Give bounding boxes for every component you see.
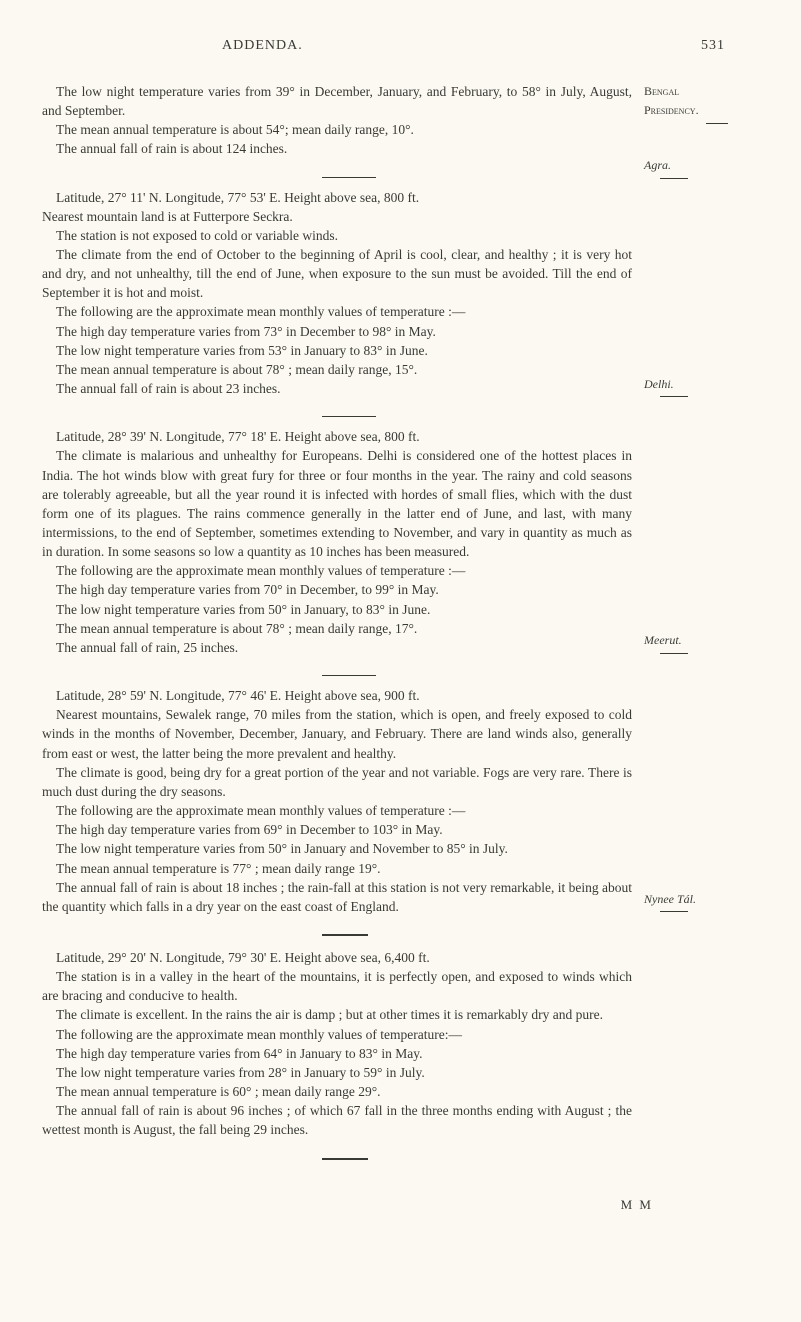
margin-label-bengal: Bengal [644, 84, 753, 100]
p: The mean annual temperature is about 78°… [42, 360, 632, 379]
p: The climate from the end of October to t… [42, 245, 632, 302]
section-delhi: Latitude, 28° 39' N. Longitude, 77° 18' … [42, 427, 632, 657]
section-nynee: Latitude, 29° 20' N. Longitude, 79° 30' … [42, 948, 632, 1140]
section-divider [322, 177, 376, 178]
margin-label-delhi: Delhi. [644, 377, 753, 393]
p: Latitude, 28° 39' N. Longitude, 77° 18' … [42, 427, 632, 446]
margin-label-presidency: Presidency. [644, 103, 753, 119]
p: The following are the approximate mean m… [42, 561, 632, 580]
p: The high day temperature varies from 73°… [42, 322, 632, 341]
p: The low night temperature varies from 50… [42, 600, 632, 619]
p: The low night temperature varies from 50… [42, 839, 632, 858]
p: Nearest mountains, Sewalek range, 70 mil… [42, 705, 632, 762]
section-bengal: The low night temperature varies from 39… [42, 82, 632, 159]
p: The station is in a valley in the heart … [42, 967, 632, 1005]
p: The low night temperature varies from 39… [42, 82, 632, 120]
p: The mean annual temperature is about 54°… [42, 120, 632, 139]
margin-label-meerut: Meerut. [644, 633, 753, 649]
p: The station is not exposed to cold or va… [42, 226, 632, 245]
p: The annual fall of rain, 25 inches. [42, 638, 632, 657]
section-divider [322, 416, 376, 417]
p: The low night temperature varies from 28… [42, 1063, 632, 1082]
p: The annual fall of rain is about 23 inch… [42, 379, 632, 398]
margin-column: Bengal Presidency. Agra. Delhi. Meerut. … [644, 82, 753, 1172]
p: Latitude, 28° 59' N. Longitude, 77° 46' … [42, 686, 632, 705]
p: The high day temperature varies from 69°… [42, 820, 632, 839]
margin-label-agra: Agra. [644, 158, 753, 174]
margin-rule [660, 911, 688, 912]
p: The high day temperature varies from 64°… [42, 1044, 632, 1063]
p: The following are the approximate mean m… [42, 302, 632, 321]
p: The high day temperature varies from 70°… [42, 580, 632, 599]
p: The following are the approximate mean m… [42, 801, 632, 820]
main-column: The low night temperature varies from 39… [42, 82, 632, 1172]
p: Latitude, 29° 20' N. Longitude, 79° 30' … [42, 948, 632, 967]
p: Nearest mountain land is at Futterpore S… [42, 207, 632, 226]
p: The low night temperature varies from 53… [42, 341, 632, 360]
p: The mean annual temperature is 77° ; mea… [42, 859, 632, 878]
p: Latitude, 27° 11' N. Longitude, 77° 53' … [42, 188, 632, 207]
page-title: ADDENDA. [222, 36, 303, 56]
p: The annual fall of rain is about 96 inch… [42, 1101, 632, 1139]
margin-label-nynee: Nynee Tál. [644, 892, 753, 908]
p: The following are the approximate mean m… [42, 1025, 632, 1044]
page-number: 531 [701, 36, 725, 56]
p: The mean annual temperature is about 78°… [42, 619, 632, 638]
section-divider [322, 1158, 368, 1160]
p: The climate is malarious and unhealthy f… [42, 446, 632, 561]
p: The annual fall of rain is about 124 inc… [42, 139, 632, 158]
p: The annual fall of rain is about 18 inch… [42, 878, 632, 916]
section-agra: Latitude, 27° 11' N. Longitude, 77° 53' … [42, 188, 632, 399]
section-meerut: Latitude, 28° 59' N. Longitude, 77° 46' … [42, 686, 632, 916]
section-divider [322, 675, 376, 676]
p: The climate is excellent. In the rains t… [42, 1005, 632, 1024]
p: The climate is good, being dry for a gre… [42, 763, 632, 801]
signature-mark: M M [42, 1196, 753, 1214]
p: The mean annual temperature is 60° ; mea… [42, 1082, 632, 1101]
section-divider [322, 934, 368, 936]
